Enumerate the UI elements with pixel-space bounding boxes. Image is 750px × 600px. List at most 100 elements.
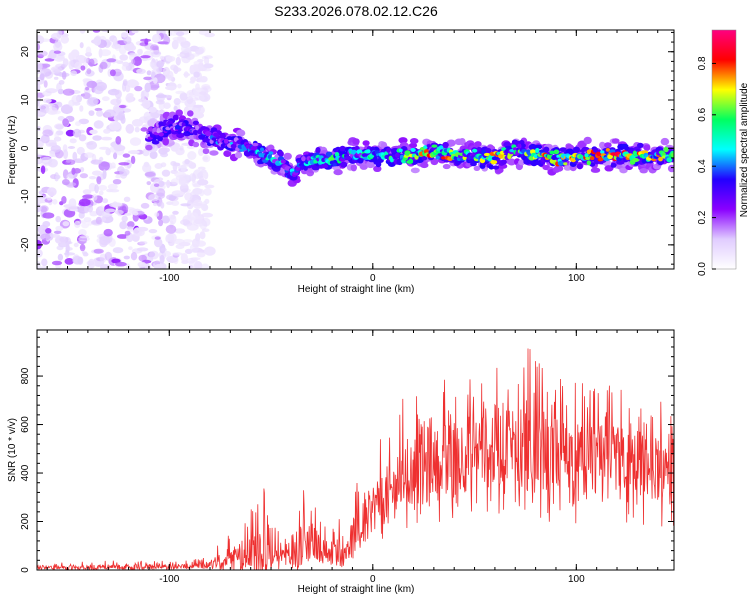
heatmap-cell: [301, 156, 306, 162]
heatmap-cell: [169, 214, 177, 225]
heatmap-cell: [101, 96, 110, 102]
heatmap-cell: [149, 61, 155, 68]
heatmap-cell: [186, 145, 196, 149]
heatmap-cell: [104, 109, 117, 118]
heatmap-cell: [154, 264, 163, 269]
heatmap-cell: [151, 50, 162, 58]
heatmap-cell: [175, 56, 181, 66]
heatmap-cell: [173, 105, 178, 111]
heatmap-cell: [203, 63, 214, 69]
heatmap-cell: [546, 153, 553, 160]
heatmap-cell: [426, 144, 431, 148]
heatmap-cell: [50, 144, 61, 153]
heatmap-cell: [40, 156, 53, 164]
heatmap-cell: [157, 41, 169, 45]
heatmap-cell: [157, 136, 164, 142]
heatmap-cell: [74, 61, 83, 70]
heatmap-cell: [193, 219, 206, 227]
heatmap-cell: [474, 141, 482, 148]
heatmap-cell: [93, 120, 104, 129]
heatmap-cell: [179, 191, 186, 196]
heatmap-cell: [95, 216, 102, 225]
heatmap-cell: [175, 31, 185, 37]
heatmap-cell: [53, 55, 65, 62]
heatmap-cell: [121, 32, 128, 38]
heatmap-cell: [105, 148, 110, 155]
heatmap-cell: [162, 138, 169, 146]
y-tick-label: 20: [20, 46, 31, 58]
heatmap-cell: [72, 151, 78, 161]
heatmap-cell: [202, 148, 210, 155]
heatmap-cell: [219, 132, 226, 140]
heatmap-cell: [99, 205, 105, 212]
heatmap-cell: [584, 153, 589, 158]
heatmap-cell: [163, 102, 171, 109]
heatmap-cell: [130, 155, 136, 165]
heatmap-cell: [209, 150, 219, 156]
heatmap-cell: [130, 252, 138, 261]
heatmap-cell: [55, 124, 64, 130]
heatmap-cell: [373, 165, 382, 172]
heatmap-cell: [670, 152, 674, 158]
heatmap-cell: [116, 60, 124, 64]
heatmap-cell: [113, 152, 118, 160]
heatmap-cell: [103, 128, 111, 134]
heatmap-cell: [171, 39, 179, 50]
y-tick-label: 600: [20, 416, 31, 433]
heatmap-cell: [53, 230, 62, 234]
heatmap-cell: [201, 228, 210, 232]
heatmap-cell: [67, 146, 76, 149]
heatmap-cell: [146, 181, 152, 186]
heatmap-cell: [188, 92, 194, 96]
heatmap-cell: [201, 84, 211, 90]
heatmap-cell: [192, 188, 203, 195]
heatmap-cell: [42, 212, 55, 219]
spectrogram-heatmap: [37, 30, 674, 269]
heatmap-cell: [203, 171, 209, 180]
heatmap-cell: [362, 140, 370, 147]
heatmap-cell: [91, 170, 103, 176]
heatmap-cell: [127, 221, 135, 228]
heatmap-cell: [146, 70, 152, 76]
heatmap-cell: [180, 164, 186, 173]
heatmap-cell: [535, 147, 540, 154]
heatmap-cell: [39, 266, 47, 269]
heatmap-cell: [663, 146, 669, 153]
heatmap-cell: [181, 122, 186, 127]
heatmap-cell: [37, 157, 42, 164]
heatmap-cell: [484, 147, 492, 155]
heatmap-cell: [141, 57, 148, 62]
heatmap-cell: [78, 236, 90, 242]
heatmap-cell: [500, 159, 507, 165]
heatmap-cell: [315, 147, 321, 154]
heatmap-cell: [163, 35, 170, 41]
heatmap-cell: [79, 105, 84, 112]
heatmap-cell: [410, 167, 420, 174]
heatmap-cell: [236, 129, 246, 137]
heatmap-cell: [56, 82, 62, 92]
heatmap-cell: [268, 151, 274, 155]
heatmap-cell: [632, 158, 640, 162]
heatmap-cell: [145, 144, 153, 151]
heatmap-cell: [421, 156, 428, 161]
heatmap-cell: [50, 66, 63, 73]
heatmap-cell: [366, 149, 371, 154]
heatmap-cell: [389, 156, 394, 163]
colorbar-tick-label: 0.6: [697, 107, 708, 121]
heatmap-cell: [132, 211, 139, 216]
heatmap-cell: [171, 190, 184, 197]
heatmap-cell: [37, 100, 40, 107]
heatmap-cell: [609, 149, 616, 153]
heatmap-cell: [121, 215, 128, 223]
heatmap-cell: [513, 147, 517, 151]
heatmap-cell: [175, 109, 183, 117]
heatmap-cell: [197, 166, 206, 170]
heatmap-cell: [153, 202, 158, 207]
heatmap-cell: [144, 171, 156, 177]
heatmap-cell: [140, 202, 150, 209]
heatmap-cell: [398, 148, 403, 152]
heatmap-cell: [158, 147, 168, 155]
snr-y-label: SNR (10 * v/v): [7, 418, 18, 482]
heatmap-cell: [122, 153, 131, 158]
spectrogram-frame: [36, 29, 675, 270]
